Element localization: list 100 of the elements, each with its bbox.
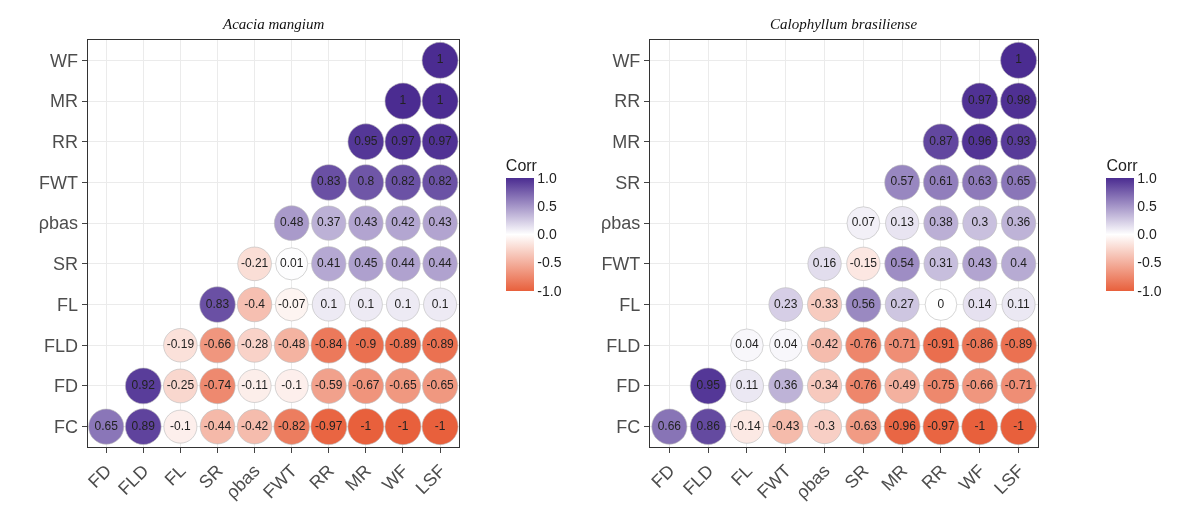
data-label: 0.97 xyxy=(391,133,415,148)
y-tick-label: FC xyxy=(616,416,641,437)
data-label: 0.57 xyxy=(890,174,915,189)
data-label: -0.71 xyxy=(888,337,917,352)
data-label: -1 xyxy=(434,418,446,433)
y-tick-label: FLD xyxy=(606,335,641,356)
x-tick-label: MR xyxy=(877,460,912,495)
data-label: -0.76 xyxy=(849,377,878,392)
data-label: 0.92 xyxy=(131,377,156,392)
y-tick-label: FD xyxy=(616,376,641,397)
data-label: 0.97 xyxy=(428,133,453,148)
data-label: 0.14 xyxy=(968,296,992,311)
color-bar-title: Corr xyxy=(1106,156,1139,174)
data-label: -0.49 xyxy=(888,377,917,392)
color-bar-label: -0.5 xyxy=(1137,254,1162,271)
data-label: -0.89 xyxy=(1004,337,1033,352)
data-label: -0.42 xyxy=(810,337,839,352)
x-tick-label: FD xyxy=(84,460,116,492)
y-tick-label: RR xyxy=(52,132,79,153)
data-label: -0.1 xyxy=(281,377,303,392)
y-tick-label: FWT xyxy=(39,172,79,193)
data-label: 0.11 xyxy=(1007,296,1031,311)
data-label: 0.1 xyxy=(394,296,412,311)
data-label: 0.48 xyxy=(280,215,304,230)
chart-title: Acacia mangium xyxy=(222,16,325,32)
data-label: -0.21 xyxy=(240,255,269,270)
data-label: 0.54 xyxy=(890,255,915,270)
y-tick-label: ρbas xyxy=(601,213,641,234)
data-label: -0.84 xyxy=(315,337,343,352)
data-label: -0.97 xyxy=(927,418,955,433)
data-label: 0.36 xyxy=(1006,215,1031,230)
color-bar-label: -1.0 xyxy=(1137,282,1162,299)
data-label: 0.98 xyxy=(1006,93,1031,108)
x-tick-label: LSF xyxy=(990,460,1028,499)
y-tick-label: WF xyxy=(50,50,79,71)
data-label: 0.66 xyxy=(657,418,682,433)
y-tick-label: FLD xyxy=(44,335,79,356)
y-tick-label: ρbas xyxy=(38,213,79,234)
data-label: 0.38 xyxy=(929,215,953,230)
data-label: 0.37 xyxy=(317,215,341,230)
data-label: 0.1 xyxy=(431,296,449,311)
data-label: -0.66 xyxy=(203,337,232,352)
data-label: -0.63 xyxy=(849,418,878,433)
data-label: 0.04 xyxy=(735,337,759,352)
data-label: -0.65 xyxy=(426,377,455,392)
data-label: -0.71 xyxy=(1004,377,1033,392)
x-tick-label: FLD xyxy=(114,460,153,499)
y-tick-label: MR xyxy=(612,132,641,153)
data-label: -0.4 xyxy=(244,296,266,311)
data-label: 0.3 xyxy=(971,215,989,230)
y-tick-label: RR xyxy=(614,91,641,112)
data-label: -0.42 xyxy=(240,418,269,433)
data-label: 0.44 xyxy=(391,255,415,270)
data-label: 0.36 xyxy=(774,377,798,392)
data-label: 0.82 xyxy=(391,174,415,189)
x-tick-label: RR xyxy=(917,460,951,494)
data-label: -0.97 xyxy=(315,418,343,433)
data-label: -0.86 xyxy=(966,337,994,352)
data-label: 0.07 xyxy=(851,215,876,230)
data-label: 0.63 xyxy=(968,174,992,189)
color-bar-label: -0.5 xyxy=(537,254,562,271)
data-label: -0.07 xyxy=(278,296,306,311)
data-label: -0.11 xyxy=(241,377,269,392)
data-label: -0.76 xyxy=(849,337,878,352)
x-tick-label: FL xyxy=(727,460,757,490)
data-label: 0.61 xyxy=(929,174,953,189)
y-tick-label: SR xyxy=(615,172,641,193)
y-tick-label: FWT xyxy=(601,254,641,275)
x-tick-label: MR xyxy=(341,460,376,495)
data-label: -0.82 xyxy=(278,418,306,433)
data-label: 0.1 xyxy=(357,296,375,311)
color-bar-label: 1.0 xyxy=(1137,169,1157,186)
data-label: 0.86 xyxy=(696,418,721,433)
data-label: 0.27 xyxy=(890,296,915,311)
data-label: -0.74 xyxy=(203,377,232,392)
data-label: -0.33 xyxy=(810,296,839,311)
data-label: 0.8 xyxy=(357,174,375,189)
x-tick-label: RR xyxy=(305,460,338,494)
data-label: 0.96 xyxy=(968,133,992,148)
color-bar-label: 1.0 xyxy=(537,169,557,186)
data-label: 0.43 xyxy=(428,215,453,230)
data-label: 1 xyxy=(436,93,444,108)
color-bar-label: -1.0 xyxy=(537,282,562,299)
data-label: -0.96 xyxy=(888,418,917,433)
x-tick-label: FL xyxy=(160,460,190,490)
data-label: -0.91 xyxy=(927,337,955,352)
data-label: 1 xyxy=(1015,52,1023,67)
data-label: -0.9 xyxy=(355,337,377,352)
data-label: 0.04 xyxy=(774,337,798,352)
data-label: 0.41 xyxy=(317,255,341,270)
data-label: 1 xyxy=(436,52,444,67)
color-bar-label: 0.0 xyxy=(1137,226,1157,243)
data-label: -1 xyxy=(397,418,409,433)
data-label: -0.44 xyxy=(203,418,232,433)
data-label: 0.65 xyxy=(1006,174,1031,189)
data-label: 0.95 xyxy=(696,377,721,392)
y-tick-label: FL xyxy=(57,294,79,315)
color-bar-label: 0.5 xyxy=(1137,197,1157,214)
data-label: 0.45 xyxy=(354,255,378,270)
data-label: -0.89 xyxy=(389,337,417,352)
